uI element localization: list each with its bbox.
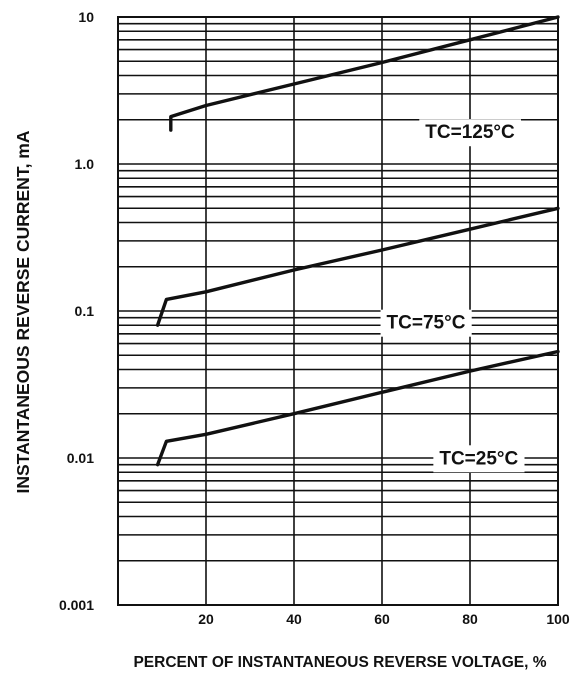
annotation-bg xyxy=(419,119,521,147)
curves xyxy=(155,15,560,467)
y-tick-label: 1.0 xyxy=(75,156,95,172)
annotation-bg xyxy=(380,309,472,337)
y-tick-label: 10 xyxy=(78,9,94,25)
y-tick-label: 0.001 xyxy=(59,597,94,613)
annotation-3: TC=25°C xyxy=(433,445,525,473)
grid-lines xyxy=(118,17,558,605)
series-line-2 xyxy=(155,206,560,327)
x-tick-label: 80 xyxy=(462,611,478,627)
x-tick-label: 20 xyxy=(198,611,214,627)
y-tick-label: 0.1 xyxy=(75,303,95,319)
curve-annotations: TC=125°C TC=75°C TC=25°C xyxy=(380,119,525,473)
annotation-label: TC=25°C xyxy=(439,448,518,469)
annotation-bg xyxy=(433,445,525,473)
y-axis-title: INSTANTANEOUS REVERSE CURRENT, mA xyxy=(13,130,33,493)
x-tick-label: 60 xyxy=(374,611,390,627)
annotation-1: TC=125°C xyxy=(419,119,521,147)
y-tick-labels: 10 1.0 0.1 0.01 0.001 xyxy=(59,9,94,613)
annotation-2: TC=75°C xyxy=(380,309,472,337)
series-line-3 xyxy=(155,349,560,467)
plot-frame xyxy=(117,16,559,606)
x-tick-label: 100 xyxy=(546,611,570,627)
x-axis-title: PERCENT OF INSTANTANEOUS REVERSE VOLTAGE… xyxy=(133,654,546,671)
x-tick-labels: 20 40 60 80 100 xyxy=(198,611,570,627)
x-tick-label: 40 xyxy=(286,611,302,627)
series-line-1 xyxy=(169,15,560,132)
annotation-label: TC=75°C xyxy=(387,313,466,334)
y-tick-label: 0.01 xyxy=(67,450,94,466)
annotation-label: TC=125°C xyxy=(425,122,515,143)
